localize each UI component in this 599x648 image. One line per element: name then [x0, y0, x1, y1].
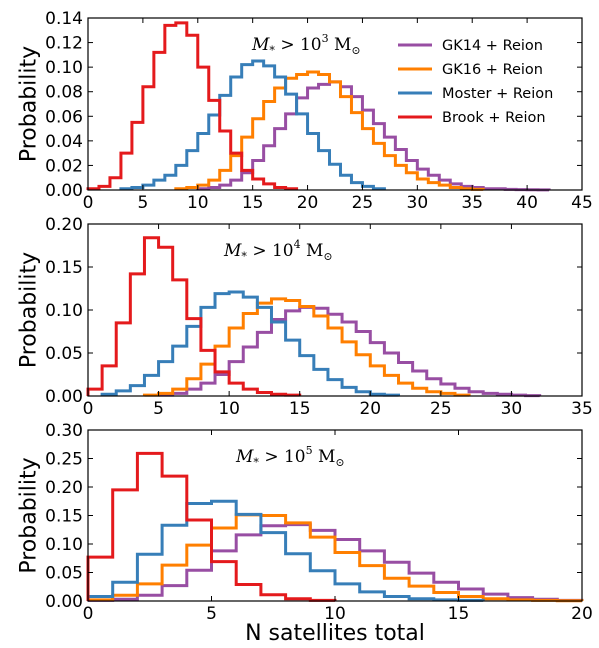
legend: GK14 + Reion GK16 + Reion Moster + Reion Br…	[398, 38, 553, 126]
y-tick-label: 0.05	[45, 564, 83, 584]
panel-stellar-mass-1e5: 0 5 10 15 20 0.00 0.05 0.10 0.15 0.20 0.25 0.30 Pro…	[17, 421, 593, 646]
x-tick-label: 20	[359, 399, 381, 419]
x-tick-label: 40	[516, 193, 538, 213]
x-tick-label: 30	[407, 193, 429, 213]
mass-threshold-annotation: M* > 104 M⊙	[223, 238, 333, 263]
x-axis-label: N satellites total	[245, 621, 425, 646]
x-tick-label: 15	[448, 604, 470, 624]
x-tick-label: 45	[571, 193, 593, 213]
series-gk14-reion-step	[157, 305, 542, 398]
y-tick-label: 0.10	[45, 58, 83, 78]
y-tick-label: 0.02	[45, 156, 83, 176]
legend-label: GK16 + Reion	[442, 62, 543, 78]
y-tick-label: 0.06	[45, 107, 83, 127]
x-tick-label: 0	[83, 399, 94, 419]
series-gk16-reion-step	[174, 70, 485, 191]
y-tick-label: 0.05	[45, 344, 83, 364]
plot-frame	[87, 17, 583, 191]
x-tick-label: 25	[352, 193, 374, 213]
x-tick-label: 5	[153, 399, 164, 419]
x-tick-label: 0	[83, 193, 94, 213]
legend-label: GK14 + Reion	[442, 38, 543, 54]
y-tick-label: 0.00	[45, 181, 83, 201]
y-tick-label: 0.00	[45, 387, 83, 407]
series-brook-reion-step	[86, 21, 299, 191]
x-tick-label: 35	[571, 399, 593, 419]
y-tick-label: 0.12	[45, 34, 83, 54]
x-tick-label: 5	[137, 193, 148, 213]
y-tick-label: 0.20	[45, 478, 83, 498]
x-tick-label: 10	[218, 399, 240, 419]
x-tick-label: 20	[297, 193, 319, 213]
y-tick-label: 0.10	[45, 301, 83, 321]
y-tick-label: 0.15	[45, 258, 83, 278]
x-tick-label: 5	[206, 604, 217, 624]
panel-stellar-mass-1e4: 0 5 10 15 20 25 30 35 0.00 0.05 0.10 0.15 0.20 Proba…	[17, 215, 593, 419]
x-tick-label: 35	[461, 193, 483, 213]
y-tick-label: 0.04	[45, 132, 83, 152]
series-gk16-reion-step	[142, 297, 471, 397]
legend-label: Moster + Reion	[442, 86, 553, 102]
series-gk14-reion-step	[196, 80, 551, 192]
series-moster-reion-step	[119, 59, 386, 191]
y-tick-label: 0.30	[45, 421, 83, 441]
x-tick-label: 10	[324, 604, 346, 624]
x-tick-label: 10	[187, 193, 209, 213]
panel-stellar-mass-1e3: 0 5 10 15 20 25 30 35 40 45 0.00 0.02 0.04 0.06 0.08 0.…	[17, 9, 593, 213]
y-tick-label: 0.00	[45, 592, 83, 612]
y-tick-label: 0.14	[45, 9, 83, 29]
x-tick-label: 15	[289, 399, 311, 419]
x-tick-label: 30	[501, 399, 523, 419]
series-moster-reion-step	[100, 290, 401, 397]
x-tick-label: 15	[242, 193, 264, 213]
series-moster-reion-step	[86, 499, 485, 602]
plot-frame	[87, 223, 583, 397]
y-tick-label: 0.20	[45, 215, 83, 235]
y-tick-label: 0.15	[45, 507, 83, 527]
y-axis-label: Probability	[17, 457, 42, 573]
y-tick-label: 0.10	[45, 535, 83, 555]
y-tick-label: 0.25	[45, 450, 83, 470]
series-brook-reion-step	[86, 236, 302, 397]
x-tick-label: 25	[430, 399, 452, 419]
mass-threshold-annotation: M* > 105 M⊙	[235, 444, 345, 469]
series-gk14-reion-step	[86, 523, 584, 602]
mass-threshold-annotation: M* > 103 M⊙	[251, 32, 361, 57]
y-axis-label: Probability	[17, 252, 42, 368]
x-tick-label: 20	[571, 604, 593, 624]
series-gk16-reion-step	[86, 513, 584, 603]
series-brook-reion-step	[86, 451, 337, 602]
legend-label: Brook + Reion	[442, 110, 546, 126]
x-tick-label: 0	[83, 604, 94, 624]
y-axis-label: Probability	[17, 46, 42, 162]
y-tick-label: 0.08	[45, 83, 83, 103]
